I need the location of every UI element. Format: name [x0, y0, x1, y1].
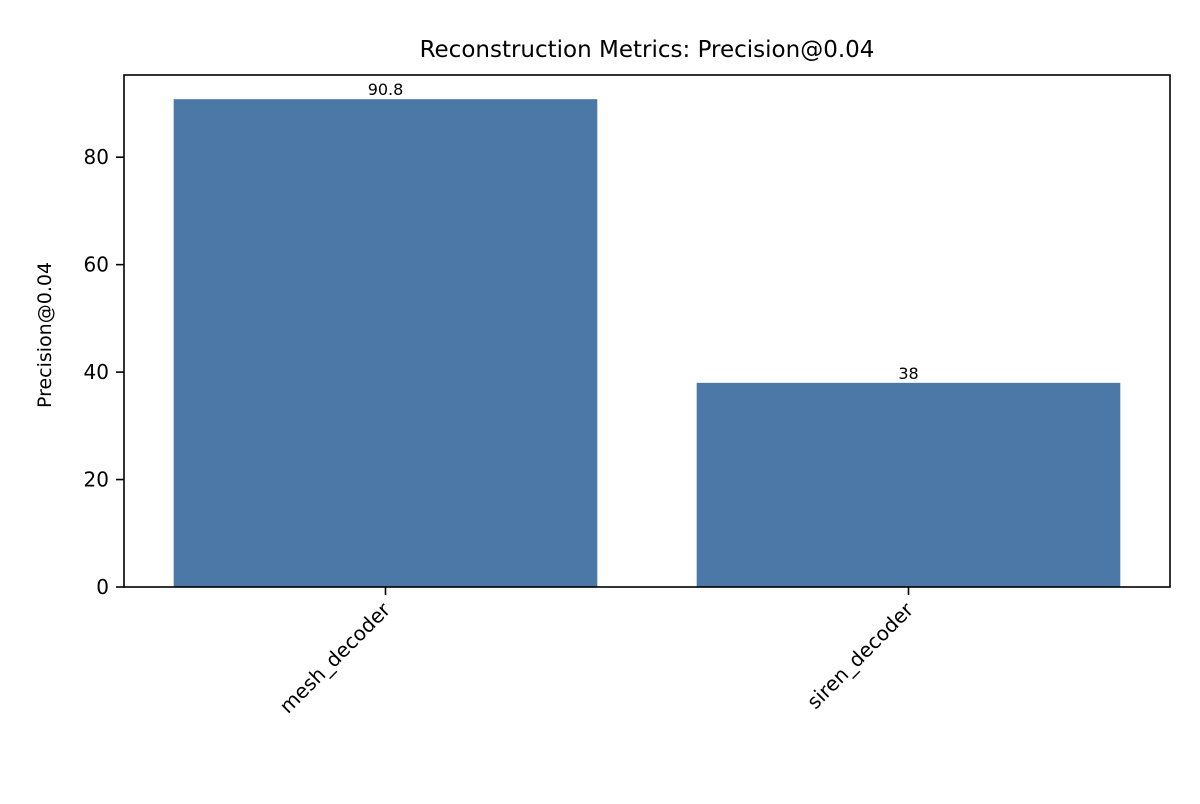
- data-label-siren_decoder: 38: [898, 364, 918, 383]
- y-tick-label: 0: [96, 575, 109, 599]
- y-tick-label: 80: [84, 145, 109, 169]
- bar-mesh_decoder: [173, 99, 598, 588]
- chart-title: Reconstruction Metrics: Precision@0.04: [420, 37, 875, 63]
- y-axis-label: Precision@0.04: [34, 262, 56, 408]
- data-label-mesh_decoder: 90.8: [368, 80, 404, 99]
- y-tick-label: 60: [84, 253, 109, 277]
- x-axis: mesh_decoder siren_decoder: [275, 587, 919, 718]
- bar-siren_decoder: [696, 382, 1121, 587]
- y-axis: 0 20 40 60 80: [84, 145, 124, 599]
- bars-layer: 90.8 38: [173, 80, 1121, 588]
- y-tick-label: 20: [84, 468, 109, 492]
- x-tick-label-mesh_decoder: mesh_decoder: [275, 597, 396, 718]
- y-tick-label: 40: [84, 360, 109, 384]
- x-tick-label-siren_decoder: siren_decoder: [802, 597, 919, 714]
- plot-frame: [123, 74, 1171, 588]
